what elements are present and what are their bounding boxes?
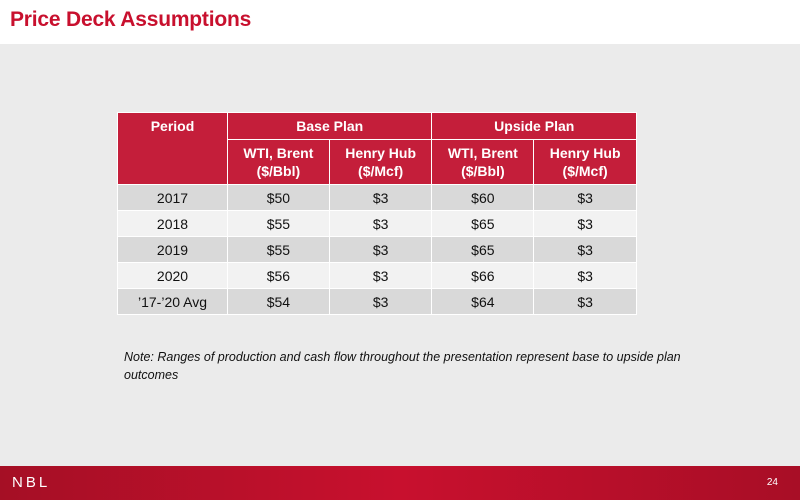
cell-period: 2018 (117, 210, 228, 237)
header-base-wti-line1: WTI, Brent (243, 145, 314, 161)
header-base-wti-line2: ($/Bbl) (256, 163, 301, 179)
header-base-wti: WTI, Brent ($/Bbl) (227, 139, 330, 185)
cell-upside-hh: $3 (533, 210, 637, 237)
cell-upside-wti: $65 (431, 210, 535, 237)
footer-bar: NBL 24 (0, 466, 800, 500)
header-upside-hh: Henry Hub ($/Mcf) (533, 139, 637, 185)
cell-upside-hh: $3 (533, 262, 637, 289)
cell-period: 2017 (117, 184, 228, 211)
cell-base-hh: $3 (328, 236, 433, 263)
header-upside-wti-line2: ($/Bbl) (461, 163, 505, 179)
cell-upside-hh: $3 (533, 184, 637, 211)
header-base-hh: Henry Hub ($/Mcf) (328, 139, 433, 185)
footnote: Note: Ranges of production and cash flow… (124, 350, 681, 382)
header-upside-wti: WTI, Brent ($/Bbl) (431, 139, 535, 185)
header-base-plan: Base Plan (226, 112, 433, 140)
header-base-hh-line1: Henry Hub (345, 145, 416, 161)
cell-base-wti: $55 (227, 236, 330, 263)
cell-base-wti: $55 (227, 210, 330, 237)
table-row: 2020 $56 $3 $66 $3 (117, 262, 637, 289)
title-bar: Price Deck Assumptions (0, 0, 800, 44)
cell-base-wti: $54 (227, 288, 330, 315)
cell-base-hh: $3 (328, 288, 433, 315)
header-upside-wti-line1: WTI, Brent (447, 145, 518, 161)
company-logo: NBL (12, 474, 51, 491)
cell-base-hh: $3 (328, 262, 433, 289)
header-upside-hh-line1: Henry Hub (549, 145, 621, 161)
table-header-row: Period Base Plan Upside Plan (117, 112, 637, 185)
price-deck-table: Period Base Plan Upside Plan WTI, Brent … (117, 112, 637, 315)
cell-upside-hh: $3 (533, 236, 637, 263)
table-row: ’17-’20 Avg $54 $3 $64 $3 (117, 288, 637, 315)
cell-upside-hh: $3 (533, 288, 637, 315)
cell-base-hh: $3 (328, 184, 433, 211)
table-row: 2017 $50 $3 $60 $3 (117, 184, 637, 211)
cell-upside-wti: $60 (431, 184, 535, 211)
cell-base-wti: $56 (227, 262, 330, 289)
cell-period: ’17-’20 Avg (117, 288, 228, 315)
header-upside-hh-line2: ($/Mcf) (562, 163, 608, 179)
cell-base-hh: $3 (328, 210, 433, 237)
cell-base-wti: $50 (227, 184, 330, 211)
cell-period: 2020 (117, 262, 228, 289)
page-title: Price Deck Assumptions (10, 8, 252, 31)
table-subheader-row: WTI, Brent ($/Bbl) Henry Hub ($/Mcf) WTI… (118, 139, 637, 185)
cell-upside-wti: $66 (431, 262, 535, 289)
header-upside-plan: Upside Plan (431, 112, 637, 140)
header-period: Period (117, 112, 228, 185)
cell-period: 2019 (117, 236, 228, 263)
page-number: 24 (766, 477, 778, 488)
table-row: 2019 $55 $3 $65 $3 (117, 236, 637, 263)
header-base-hh-line2: ($/Mcf) (358, 163, 404, 179)
table-row: 2018 $55 $3 $65 $3 (117, 210, 637, 237)
cell-upside-wti: $65 (431, 236, 535, 263)
cell-upside-wti: $64 (431, 288, 535, 315)
